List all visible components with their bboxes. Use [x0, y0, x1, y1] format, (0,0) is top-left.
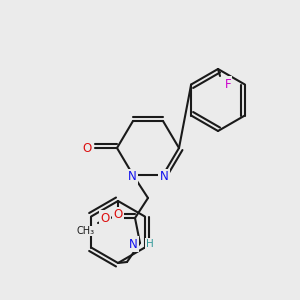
Text: N: N: [128, 170, 136, 184]
Text: O: O: [100, 212, 109, 224]
Text: F: F: [225, 77, 231, 91]
Text: N: N: [129, 238, 137, 250]
Text: O: O: [113, 208, 123, 221]
Text: O: O: [82, 142, 91, 154]
Text: N: N: [160, 170, 168, 184]
Text: H: H: [146, 239, 154, 249]
Text: CH₃: CH₃: [77, 226, 95, 236]
